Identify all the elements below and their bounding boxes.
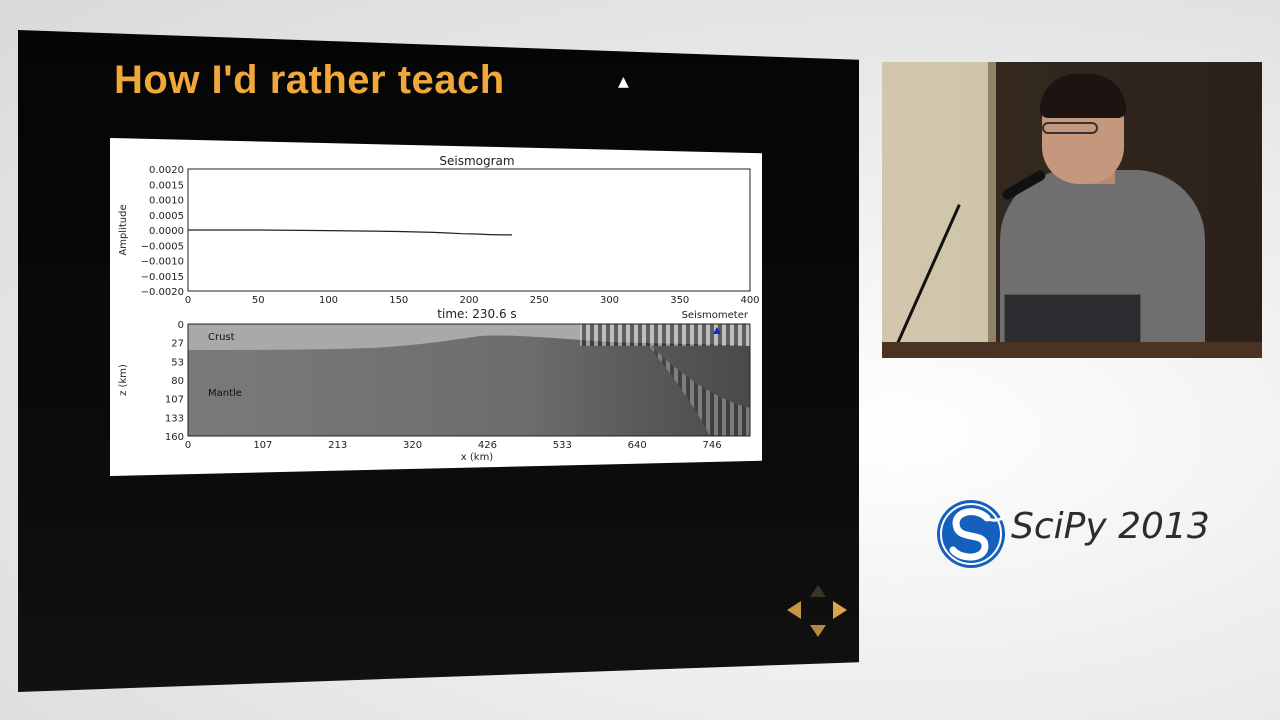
model-xticks: 0 107 213 320 426 533 640 746 (185, 440, 722, 451)
seismogram-ytick-label: 0.0010 (149, 196, 184, 207)
model-ytick-label: 160 (165, 432, 184, 443)
model-ytick-label: 133 (165, 413, 184, 424)
model-yticks: 0 27 53 80 107 133 160 (165, 320, 184, 443)
model-ytick-label: 53 (171, 357, 184, 368)
microphone-stand (892, 204, 961, 352)
seismogram-ytick-label: −0.0015 (141, 272, 184, 283)
seismogram-xtick-label: 400 (740, 295, 759, 306)
model-ytick-label: 0 (178, 320, 184, 331)
arrow-left-icon[interactable] (787, 601, 801, 619)
figure-canvas: Seismogram Amplitude 0.00200.00150.00100… (118, 154, 760, 463)
model-xtick-label: 533 (553, 440, 572, 451)
seismogram-ytick-label: 0.0000 (149, 226, 184, 237)
slide-title: How I'd rather teach (114, 58, 505, 102)
seismogram-ylabel: Amplitude (118, 204, 129, 255)
mantle-label: Mantle (208, 388, 242, 399)
scipy-snake-icon (937, 500, 1007, 568)
door-frame (988, 62, 996, 358)
seismogram-ytick-label: −0.0010 (141, 257, 184, 268)
glasses-icon (1042, 122, 1098, 134)
model-xlabel: x (km) (461, 452, 494, 463)
seismogram-xtick-label: 300 (600, 295, 619, 306)
station-label: Seismometer (682, 310, 749, 321)
laptop (1004, 294, 1141, 346)
seismogram-ytick-label: 0.0015 (149, 180, 184, 191)
scipy-logo-text: SciPy 2013 (1011, 506, 1210, 547)
seismogram-xtick-label: 0 (185, 295, 191, 306)
arrow-right-icon[interactable] (833, 601, 847, 619)
podium (882, 342, 1262, 358)
seismogram-ytick-label: 0.0005 (149, 211, 184, 222)
scipy-logo: SciPy 2013 (935, 498, 1225, 572)
crust-label: Crust (208, 332, 235, 343)
model-ytick-label: 27 (171, 339, 184, 350)
seismogram-title: Seismogram (439, 154, 514, 168)
seismogram-xtick-label: 250 (530, 295, 549, 306)
seismogram-ytick-label: −0.0020 (141, 287, 184, 298)
arrow-up-icon[interactable] (810, 585, 826, 597)
model-xtick-label: 426 (478, 440, 497, 451)
seismogram-trace (188, 229, 512, 236)
seismogram-yticks: 0.0020 0.0015 0.0010 0.0005 0.0000 −0.0005 −0.… (141, 165, 184, 298)
slide-navigation (783, 585, 853, 645)
time-label: time: 230.6 s (437, 307, 516, 321)
mouse-cursor-icon: ▲ (618, 74, 629, 90)
speaker-hair (1040, 74, 1126, 118)
model-ytick-label: 80 (171, 376, 184, 387)
model-ytick-label: 107 (165, 395, 184, 406)
simulation-figure: Seismogram Amplitude 0.0020 0.0015 0.0010 0… (110, 138, 762, 476)
model-xtick-label: 746 (703, 440, 722, 451)
seismogram-xtick-label: 350 (670, 295, 689, 306)
model-xtick-label: 213 (328, 440, 347, 451)
model-xtick-label: 320 (403, 440, 422, 451)
model-xtick-label: 0 (185, 440, 191, 451)
seismogram-xtick-label: 100 (319, 295, 338, 306)
wavefield-image (188, 324, 750, 436)
seismogram-ytick-label: −0.0005 (141, 241, 184, 252)
seismogram-xticks: 0 50 100 150 200 250 300 350 400 (185, 295, 760, 306)
seismogram-xtick-label: 50 (252, 295, 265, 306)
model-ylabel: z (km) (118, 364, 129, 396)
arrow-down-icon[interactable] (810, 625, 826, 637)
presentation-slide: How I'd rather teach ▲ Seismogram Amplit… (18, 30, 859, 692)
model-axes (187, 323, 751, 437)
speaker-video (882, 62, 1262, 358)
seismogram-xtick-label: 200 (459, 295, 478, 306)
seismometer-marker-icon (713, 327, 721, 334)
model-xtick-label: 640 (628, 440, 647, 451)
model-xtick-label: 107 (253, 440, 272, 451)
seismogram-ytick-label: 0.0020 (149, 165, 184, 176)
seismogram-xtick-label: 150 (389, 295, 408, 306)
